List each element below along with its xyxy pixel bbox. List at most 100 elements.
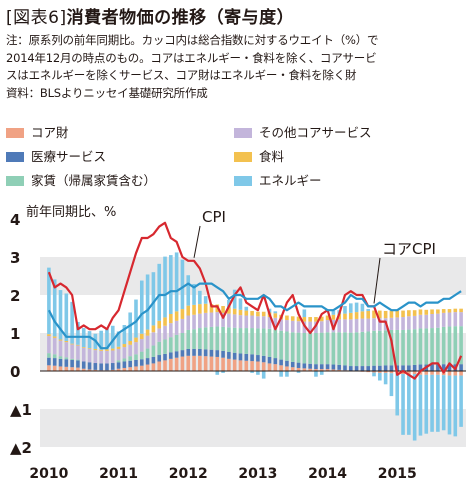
bar-segment [331,314,336,320]
bar-segment [227,307,231,314]
bar-segment [261,328,266,356]
bar-segment [238,353,243,361]
bar-segment [430,314,434,329]
bar-segment [267,317,272,329]
bar-segment [180,318,185,333]
bar-segment [215,350,220,357]
bar-segment [145,358,150,365]
bar-segment [163,317,167,326]
bar-segment [372,365,376,371]
bar-segment [76,344,80,346]
bar-segment [337,369,341,371]
bar-segment [169,255,173,314]
bar-segment [267,328,272,357]
bar-segment [319,321,324,333]
bar-segment [87,362,92,370]
bar-segment [122,347,127,359]
bar-segment [296,362,301,368]
bar-segment [407,374,411,435]
bar-segment [430,364,434,371]
bar-segment [424,314,429,329]
bar-segment [290,320,295,333]
bar-segment [412,315,417,330]
legend-swatch [234,151,252,162]
bar-segment [139,365,144,371]
bar-segment [209,326,214,350]
bar-segment [169,337,173,353]
bar-segment [180,259,185,310]
bar-segment [221,326,225,351]
bar-segment [383,365,388,371]
legend-label: エネルギー [259,173,322,188]
bar-segment [244,328,249,354]
bar-segment [198,355,202,371]
bar-segment [203,356,208,371]
bar-segment [58,356,63,359]
bar-segment [215,356,220,371]
bar-segment [47,353,51,358]
bar-segment [360,311,365,319]
bar-segment [186,275,191,306]
bar-segment [296,321,301,333]
bar-segment [203,327,208,350]
bar-segment [407,365,411,371]
bar-segment [151,345,156,357]
legend-swatch [6,175,24,186]
bar-segment [267,356,272,364]
bar-segment [441,309,446,313]
bar-segment [99,350,103,364]
bar-segment [81,361,86,369]
bar-segment [58,340,63,357]
y-tick-label: 3 [10,249,20,267]
bar-segment [302,321,307,333]
bar-segment [296,316,301,322]
x-axis-labels: 2010 2011 2012 2013 2014 2015 [29,466,416,482]
x-tick-label: 2010 [29,466,68,482]
legend-swatch [234,175,252,186]
bar-segment [453,308,458,313]
bar-segment [134,337,138,343]
bar-segment [116,362,121,369]
bar-segment [267,363,272,371]
bar-segment [52,354,57,359]
bar-segment [169,358,173,371]
bar-segment [389,317,394,330]
bar-segment [308,333,312,364]
bar-segment [174,351,179,358]
series-annotations: CPI コアCPI [193,208,436,304]
bar-segment [238,298,243,310]
bar-segment [116,368,121,371]
bar-segment [215,326,220,351]
bar-segment [459,371,463,376]
bar-segment [174,252,179,312]
bar-segment [453,371,458,376]
bar-segment [372,330,376,366]
x-tick-label: 2015 [378,466,417,482]
bar-segment [360,331,365,367]
bar-segment [58,290,63,340]
bar-segment [354,366,359,371]
bar-segment [447,309,452,313]
line-cpi [47,221,463,380]
bar-segment [401,365,405,371]
y-axis-unit-label: 前年同期比、% [26,204,116,220]
bar-segment [389,365,394,371]
bar-segment [296,367,301,371]
bar-segment [314,369,318,371]
bar-segment [163,360,167,371]
bar-segment [198,328,202,349]
bar-segment [285,315,289,321]
legend-label: 食料 [259,149,285,164]
bar-segment [244,306,249,311]
bar-segment [378,318,382,331]
bar-segment [319,332,324,365]
bar-segment [395,310,400,318]
bar-segment [250,310,254,316]
bar-segment [279,365,283,371]
bar-segment [285,366,289,371]
bar-segment [116,346,121,349]
series-lines [47,221,463,380]
legend-item-rent: 家賃（帰属家賃含む） [6,170,156,189]
bar-segment [110,369,115,371]
bar-segment [81,347,86,348]
